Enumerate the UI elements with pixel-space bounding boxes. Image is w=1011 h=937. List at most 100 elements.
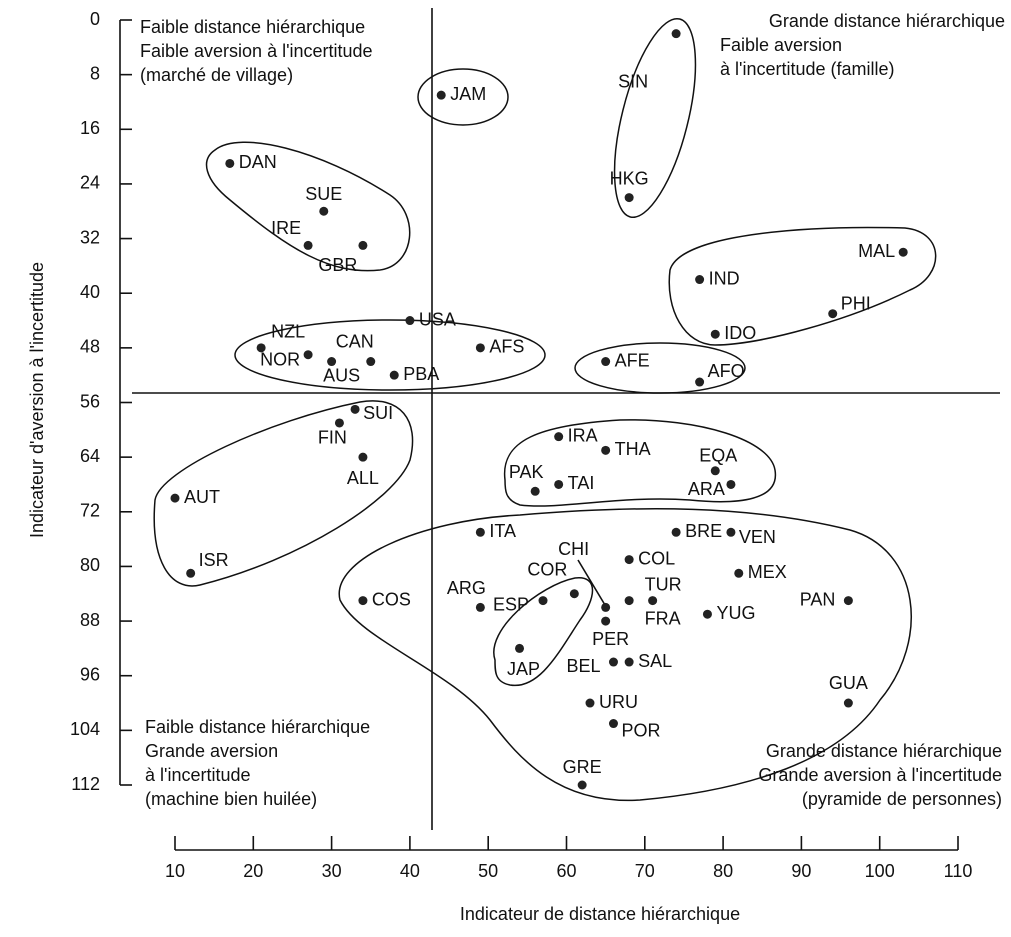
point-label: POR	[621, 720, 660, 740]
point	[609, 658, 618, 667]
point-label: PHI	[841, 293, 871, 313]
y-tick-label: 104	[70, 719, 100, 739]
point	[672, 29, 681, 38]
annotation: à l'incertitude	[145, 765, 251, 785]
annotation: (marché de village)	[140, 65, 293, 85]
point-label: BRE	[685, 521, 722, 541]
point-label: ARG	[447, 578, 486, 598]
point-label: AFO	[708, 361, 745, 381]
point-label: SAL	[638, 651, 672, 671]
point-label: CHI	[558, 539, 589, 559]
point-label: PAN	[800, 589, 836, 609]
point-label: THA	[615, 439, 651, 459]
point-label: HKG	[610, 168, 649, 188]
point	[405, 316, 414, 325]
point	[539, 596, 548, 605]
x-tick-label: 110	[944, 861, 973, 881]
point	[351, 405, 360, 414]
point	[476, 528, 485, 537]
point-label: EQA	[699, 446, 737, 466]
y-tick-label: 56	[80, 391, 100, 411]
point-label: JAM	[450, 84, 486, 104]
point	[726, 528, 735, 537]
point	[703, 610, 712, 619]
point-label: SUI	[363, 403, 393, 423]
point	[390, 371, 399, 380]
y-tick-label: 16	[80, 118, 100, 138]
point-label: USA	[419, 309, 456, 329]
point	[437, 91, 446, 100]
point	[171, 494, 180, 503]
point	[515, 644, 524, 653]
point	[844, 699, 853, 708]
y-tick-label: 72	[80, 501, 100, 521]
point	[366, 357, 375, 366]
point	[186, 569, 195, 578]
point	[476, 343, 485, 352]
point-label: IRE	[271, 218, 301, 238]
cluster	[207, 142, 410, 270]
y-tick-label: 112	[71, 774, 100, 794]
point	[609, 719, 618, 728]
point	[625, 555, 634, 564]
point	[319, 207, 328, 216]
point	[695, 275, 704, 284]
point	[335, 418, 344, 427]
annotation: Faible aversion	[720, 35, 842, 55]
y-tick-label: 80	[80, 555, 100, 575]
point	[304, 350, 313, 359]
point	[554, 432, 563, 441]
page: Indicateur de distance hiérarchique Indi…	[0, 0, 1011, 937]
point-label: ESP	[493, 594, 529, 614]
point-label: SIN	[618, 71, 648, 91]
y-tick-label: 96	[80, 664, 100, 684]
point-label: ITA	[489, 521, 516, 541]
x-tick-label: 60	[556, 861, 576, 881]
point	[899, 248, 908, 257]
annotation: Faible distance hiérarchique	[145, 717, 370, 737]
point-label: IND	[709, 268, 740, 288]
annotation: Faible aversion à l'incertitude	[140, 41, 373, 61]
x-tick-label: 90	[791, 861, 811, 881]
point	[585, 699, 594, 708]
point-label: SUE	[305, 184, 342, 204]
x-tick-label: 20	[243, 861, 263, 881]
point-label: IDO	[724, 323, 756, 343]
point	[625, 596, 634, 605]
annotation: Grande aversion	[145, 741, 278, 761]
x-tick-label: 50	[478, 861, 498, 881]
point	[726, 480, 735, 489]
point	[601, 603, 610, 612]
point-label: IRA	[568, 425, 598, 445]
point-label: MEX	[748, 562, 787, 582]
chart: Indicateur de distance hiérarchique Indi…	[0, 0, 1011, 937]
x-axis-title: Indicateur de distance hiérarchique	[460, 904, 740, 924]
point-label: TAI	[568, 473, 595, 493]
point-label: DAN	[239, 152, 277, 172]
point-label: PBA	[403, 364, 439, 384]
cluster	[598, 11, 711, 225]
y-axis-title: Indicateur d'aversion à l'incertitude	[27, 262, 47, 538]
point-label: ISR	[199, 550, 229, 570]
point-label: PAK	[509, 462, 544, 482]
point	[358, 596, 367, 605]
x-tick-label: 10	[165, 861, 185, 881]
point	[570, 589, 579, 598]
x-tick-label: 70	[635, 861, 655, 881]
point	[711, 330, 720, 339]
clusters	[154, 11, 935, 800]
point-label: AUS	[323, 365, 360, 385]
point-label: ALL	[347, 468, 379, 488]
point-label: AFE	[615, 350, 650, 370]
point-label: YUG	[716, 603, 755, 623]
point	[225, 159, 234, 168]
point	[304, 241, 313, 250]
point	[734, 569, 743, 578]
point	[531, 487, 540, 496]
point	[554, 480, 563, 489]
x-tick-label: 100	[865, 861, 895, 881]
annotation: Grande distance hiérarchique	[769, 11, 1005, 31]
point-label: JAP	[507, 659, 540, 679]
point-label: PER	[592, 629, 629, 649]
point-label: GRE	[563, 757, 602, 777]
